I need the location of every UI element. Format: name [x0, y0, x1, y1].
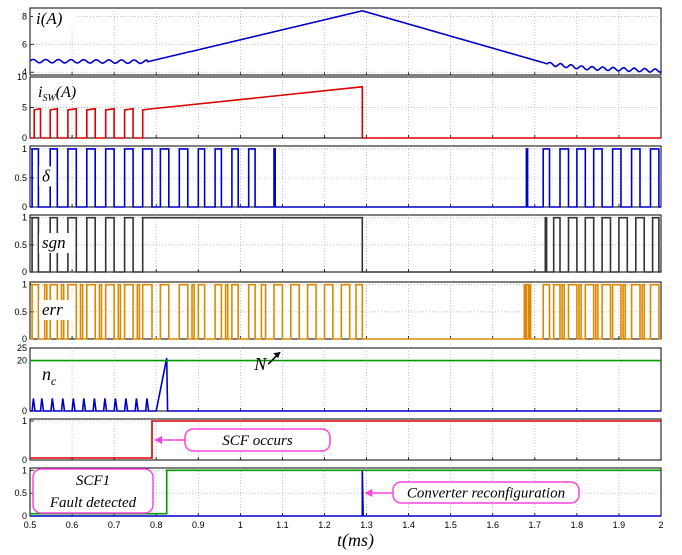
y-tick-label: 5 — [22, 103, 27, 113]
panel-7: 01 — [22, 416, 662, 465]
callout-arrowhead-scf — [153, 436, 162, 444]
y-tick-label: 0.5 — [14, 240, 27, 250]
annotation-arrowhead-icon — [273, 352, 281, 359]
x-tick-label: 1.3 — [360, 520, 373, 530]
x-tick-label: 0.5 — [24, 520, 37, 530]
x-tick-label: 1.1 — [276, 520, 289, 530]
y-tick-label: 0 — [22, 267, 27, 277]
panel-label-bg — [39, 300, 74, 321]
callout-text-fault: Fault detected — [49, 495, 137, 511]
y-tick-label: 0 — [22, 202, 27, 212]
panel-3: 0 0.5 1 δ — [14, 144, 662, 212]
x-tick-labels: 0.5 0.6 0.7 0.8 0.9 1 1.1 1.2 1.3 1.4 1.5 1.6 1.7 1.8… — [24, 520, 664, 530]
x-tick-label: 1.8 — [571, 520, 584, 530]
panel-label: δ — [42, 166, 51, 185]
y-tick-label: 4 — [22, 67, 27, 77]
panel-frame — [29, 347, 662, 412]
x-tick-label: 1.9 — [613, 520, 626, 530]
y-tick-label: 20 — [17, 356, 27, 366]
annotation-label: N — [253, 354, 267, 374]
series-line-1 — [30, 148, 661, 208]
panel-frame — [29, 214, 662, 273]
y-tick-label: 8 — [22, 11, 27, 21]
y-tick-label: 0 — [22, 406, 27, 416]
series-line-1 — [30, 283, 661, 340]
callout-text-scf: SCF occurs — [222, 433, 293, 449]
series-line-1 — [30, 420, 661, 459]
panel-label: nc — [42, 364, 57, 388]
x-tick-label: 0.7 — [108, 520, 121, 530]
y-tick-label: 0.5 — [14, 307, 27, 317]
y-tick-label: 1 — [22, 465, 27, 475]
panel-label-bg — [39, 233, 74, 254]
panel-frame — [29, 281, 662, 340]
panel-5: 0 0.5 1 err — [14, 280, 662, 344]
panel-frame — [29, 145, 662, 208]
panel-label: iSW(A) — [38, 84, 76, 104]
callout-text-reconfig: Converter reconfiguration — [407, 486, 565, 502]
y-tick-label: 0 — [22, 133, 27, 143]
panel-label: sgn — [42, 233, 66, 252]
callout-text-fault: SCF1 — [76, 473, 110, 489]
y-tick-label: 0.5 — [14, 173, 27, 183]
x-tick-label: 2 — [658, 520, 663, 530]
x-tick-label: 0.8 — [150, 520, 163, 530]
y-tick-label: 1 — [22, 144, 27, 154]
panel-frame — [29, 7, 662, 76]
x-tick-label: 0.9 — [192, 520, 205, 530]
x-tick-label: 1 — [238, 520, 243, 530]
y-tick-label: 0 — [22, 455, 27, 465]
panel-6: 0 20 25 nc N — [17, 343, 662, 416]
panel-label: err — [42, 300, 63, 319]
y-tick-label: 6 — [22, 39, 27, 49]
x-tick-label: 1.6 — [486, 520, 499, 530]
panels-group: 468 i(A)0510iSW(A)00.51δ00.51sgn00.51err0… — [14, 7, 662, 521]
x-tick-label: 1.5 — [444, 520, 457, 530]
y-tick-label: 0 — [22, 334, 27, 344]
y-tick-label: 10 — [17, 72, 27, 82]
y-tick-label: 25 — [17, 343, 27, 353]
y-tick-label: 1 — [22, 416, 27, 426]
panel-label: i(A) — [36, 9, 63, 28]
panel-label-bg — [39, 166, 56, 187]
panel-1: 4 6 8 i(A) — [22, 7, 662, 77]
x-tick-label: 0.6 — [66, 520, 79, 530]
series-line-1 — [30, 85, 661, 139]
x-tick-label: 1.4 — [402, 520, 415, 530]
callouts-group: SCF occurs SCF1 Fault detected Converter re… — [32, 428, 580, 514]
series-line-1 — [30, 216, 661, 273]
y-tick-label: 1 — [22, 280, 27, 290]
panel-2: 0 5 10 iSW(A) — [17, 72, 662, 143]
series-line-1 — [29, 9, 662, 74]
x-tick-label: 1.2 — [318, 520, 331, 530]
callout-box-fault — [32, 468, 154, 514]
series-line-1 — [30, 357, 661, 412]
y-tick-label: 0.5 — [14, 488, 27, 498]
y-tick-label: 0 — [22, 511, 27, 521]
panel-label-bg — [33, 9, 77, 29]
y-tick-label: 1 — [22, 213, 27, 223]
x-axis-label: t(ms) — [337, 530, 374, 551]
x-tick-label: 1.7 — [529, 520, 542, 530]
panel-frame — [29, 418, 662, 461]
panel-4: 0 0.5 1 sgn — [14, 213, 662, 277]
series-line-2 — [30, 470, 661, 517]
callout-arrowhead-reconfig — [364, 489, 373, 497]
